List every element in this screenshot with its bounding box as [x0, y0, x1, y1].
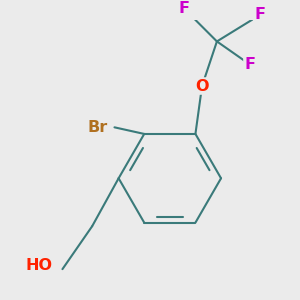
Text: F: F	[178, 1, 189, 16]
Text: Br: Br	[88, 120, 108, 135]
Text: F: F	[244, 57, 255, 72]
Text: HO: HO	[26, 258, 52, 273]
Text: F: F	[254, 8, 266, 22]
Text: O: O	[195, 79, 209, 94]
